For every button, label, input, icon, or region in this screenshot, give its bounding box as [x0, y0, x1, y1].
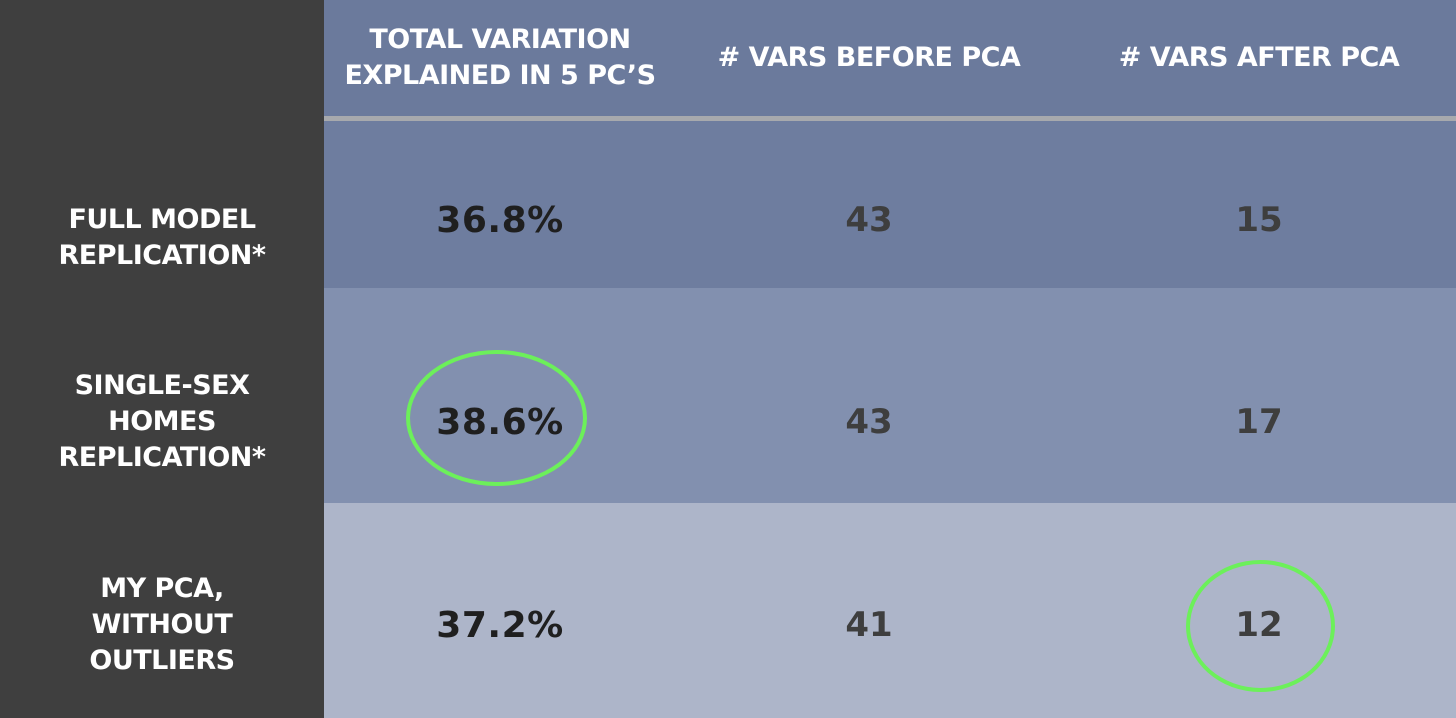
row-label-full-model: FULL MODEL REPLICATION* [58, 204, 266, 271]
cell-vars-before: 43 [845, 200, 893, 240]
row-label-single-sex: SINGLE-SEX HOMES REPLICATION* [58, 370, 266, 473]
cell-vars-before: 43 [845, 402, 893, 442]
cell-vars-after: 17 [1235, 402, 1283, 442]
header-vars-after-pca: # VARS AFTER PCA [1118, 42, 1400, 73]
header-divider [324, 116, 1456, 121]
cell-vars-after: 15 [1235, 200, 1283, 240]
cell-variation: 37.2% [436, 604, 564, 646]
highlight-circle-vars-after [1186, 560, 1335, 692]
row-label-column [0, 0, 324, 718]
header-vars-before-pca: # VARS BEFORE PCA [717, 42, 1021, 73]
table-row [324, 121, 1456, 288]
cell-vars-before: 41 [845, 605, 893, 645]
cell-variation: 36.8% [436, 199, 564, 241]
table-header [324, 0, 1456, 116]
row-label-my-pca: MY PCA, WITHOUT OUTLIERS [89, 573, 235, 676]
highlight-circle-variation [406, 350, 587, 486]
header-total-variation: TOTAL VARIATION EXPLAINED IN 5 PC’S [344, 24, 656, 91]
